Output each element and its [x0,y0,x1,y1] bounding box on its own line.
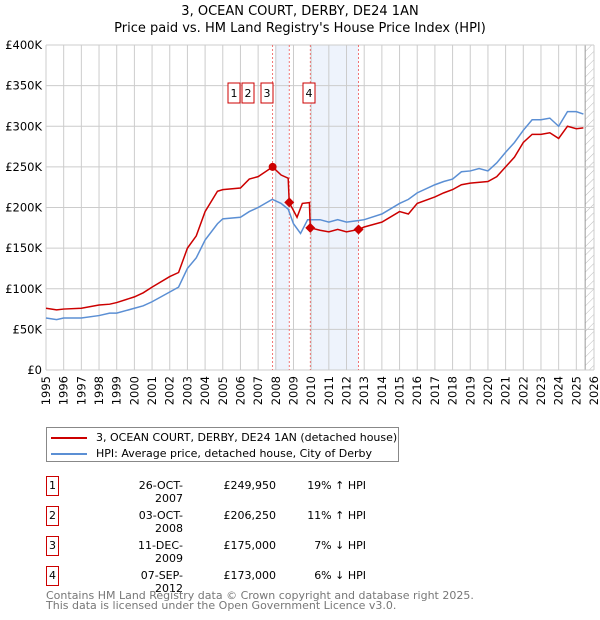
price-chart: 3, OCEAN COURT, DERBY, DE24 1AN Price pa… [5,4,600,405]
sale-label: 3 [264,87,271,100]
x-tick-label: 2004 [198,376,212,405]
x-tick-label: 2018 [446,376,460,405]
transaction-price: £175,000 [223,539,277,552]
x-tick-label: 2009 [286,376,300,405]
sale-point [305,222,316,233]
y-tick-label: £400K [5,38,42,52]
transaction-row: 1 26-OCT-2007 £249,950 19% ↑ HPI [46,476,446,505]
chart-subtitle: Price paid vs. HM Land Registry's House … [114,21,486,36]
y-tick-label: £50K [13,322,43,336]
legend-swatch-property [51,436,87,439]
transaction-number: 2 [46,506,59,526]
y-tick-label: £0 [27,363,42,377]
x-tick-label: 1996 [57,376,71,405]
x-tick-label: 2000 [127,376,141,405]
transaction-date: 26-OCT-2007 [138,479,183,505]
transaction-price: £249,950 [223,479,277,492]
x-tick-label: 2010 [304,376,318,405]
transaction-number: 3 [46,536,59,556]
y-tick-label: £150K [5,241,42,255]
transaction-date: 03-OCT-2008 [138,509,183,535]
sale-label: 4 [306,87,313,100]
legend-label-property: 3, OCEAN COURT, DERBY, DE24 1AN (detache… [96,431,398,444]
x-tick-label: 2001 [145,376,159,405]
x-tick-label: 2005 [216,376,230,405]
transaction-row: 2 03-OCT-2008 £206,250 11% ↑ HPI [46,506,446,535]
sale-label-box [260,82,274,104]
transaction-row: 3 11-DEC-2009 £175,000 7% ↓ HPI [46,536,446,565]
sale-label-box [227,82,241,104]
x-tick-label: 2011 [322,376,336,405]
x-tick-label: 2008 [269,376,283,405]
x-tick-label: 1997 [74,376,88,405]
x-tick-label: 2006 [233,376,247,405]
x-tick-label: 2012 [340,376,354,405]
x-tick-label: 2014 [375,376,389,405]
x-tick-label: 2015 [393,376,407,405]
transaction-hpi: 7% ↓ HPI [314,539,366,552]
transaction-number: 4 [46,566,59,586]
x-tick-label: 2025 [569,376,583,405]
sale-label: 1 [231,87,238,100]
x-tick-label: 2022 [516,376,530,405]
x-tick-label: 2003 [180,376,194,405]
y-tick-label: £300K [5,119,42,133]
x-tick-label: 2020 [481,376,495,405]
footer-line-2: This data is licensed under the Open Gov… [46,599,397,612]
transaction-hpi: 6% ↓ HPI [314,569,366,582]
sale-point [353,224,364,235]
x-tick-label: 2002 [163,376,177,405]
x-tick-label: 2024 [552,376,566,405]
footer: Contains HM Land Registry data © Crown c… [46,589,474,612]
x-tick-label: 2019 [463,376,477,405]
transaction-date: 07-SEP-2012 [140,569,183,595]
y-tick-label: £350K [5,79,42,93]
footer-line-1: Contains HM Land Registry data © Crown c… [46,589,474,602]
legend-label-hpi: HPI: Average price, detached house, City… [96,447,373,460]
transaction-hpi: 11% ↑ HPI [307,509,366,522]
y-tick-label: £100K [5,282,42,296]
y-tick-label: £250K [5,160,42,174]
sale-label: 2 [245,87,252,100]
chart-title: 3, OCEAN COURT, DERBY, DE24 1AN [181,4,418,19]
x-tick-label: 2017 [428,376,442,405]
legend-swatch-hpi [51,452,87,455]
x-tick-label: 2013 [357,376,371,405]
legend: 3, OCEAN COURT, DERBY, DE24 1AN (detache… [46,427,399,462]
y-tick-label: £200K [5,201,42,215]
sale-label-box [302,82,316,104]
transaction-hpi: 19% ↑ HPI [307,479,366,492]
x-tick-label: 2007 [251,376,265,405]
hpi-series-line [45,110,584,321]
x-tick-label: 1998 [92,376,106,405]
transaction-number: 1 [46,476,59,496]
x-tick-label: 2016 [410,376,424,405]
transaction-price: £173,000 [223,569,277,582]
sale-point [268,162,277,171]
sale-point [284,197,295,208]
transaction-row: 4 07-SEP-2012 £173,000 6% ↓ HPI [46,566,446,595]
x-tick-label: 1995 [39,376,53,405]
transaction-date: 11-DEC-2009 [137,539,183,565]
x-tick-label: 1999 [110,376,124,405]
sale-label-box [241,82,255,104]
x-tick-label: 2023 [534,376,548,405]
x-tick-label: 2021 [499,376,513,405]
x-tick-label: 2026 [587,376,600,405]
transaction-price: £206,250 [223,509,277,522]
